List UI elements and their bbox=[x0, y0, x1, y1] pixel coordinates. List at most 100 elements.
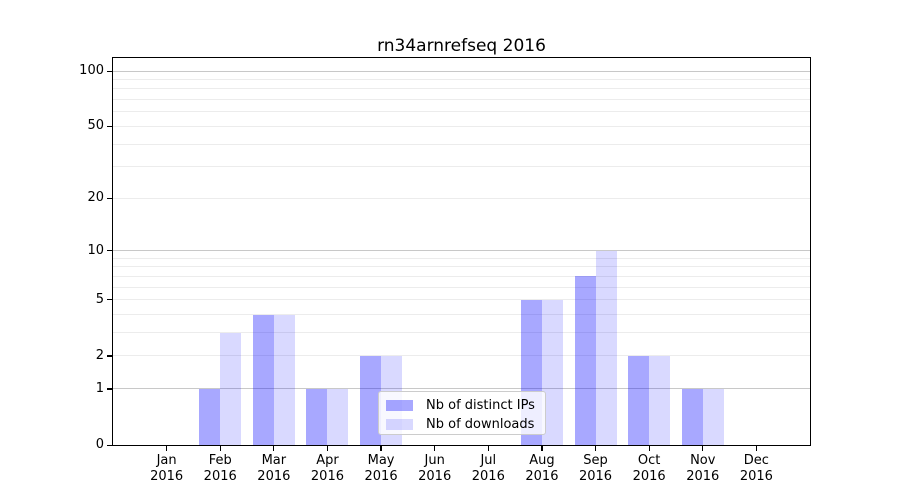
legend-swatch-distinct-ips bbox=[386, 400, 413, 411]
x-tick-year: 2016 bbox=[257, 469, 291, 484]
gridline-minor bbox=[113, 275, 810, 277]
y-tickmark bbox=[107, 444, 112, 446]
y-tickmark bbox=[107, 70, 112, 72]
x-tick-month: Jun bbox=[424, 453, 445, 468]
x-tick-year: 2016 bbox=[471, 469, 505, 484]
bar-nb-of-distinct-ips-sep bbox=[574, 276, 596, 445]
bar-nb-of-distinct-ips-may bbox=[360, 355, 382, 445]
gridline-minor bbox=[113, 111, 810, 113]
legend-label-distinct-ips: Nb of distinct IPs bbox=[426, 398, 535, 413]
x-tickmark bbox=[434, 446, 436, 451]
gridline-minor bbox=[113, 99, 810, 101]
x-tick-month: Sep bbox=[583, 453, 608, 468]
x-tickmark bbox=[702, 446, 704, 451]
gridline-minor bbox=[113, 166, 810, 168]
y-tick-label: 2 bbox=[95, 347, 104, 363]
bar-nb-of-distinct-ips-oct bbox=[628, 355, 650, 445]
x-tick-label: Dec 2016 bbox=[726, 453, 786, 485]
legend-label-downloads: Nb of downloads bbox=[426, 417, 535, 432]
x-tick-month: Oct bbox=[637, 453, 661, 468]
x-tick-year: 2016 bbox=[632, 469, 666, 484]
gridline-minor bbox=[113, 143, 810, 145]
x-tickmark bbox=[541, 446, 543, 451]
x-tick-label: Mar 2016 bbox=[244, 453, 304, 485]
x-tick-label: Oct 2016 bbox=[619, 453, 679, 485]
x-tickmark bbox=[326, 446, 329, 451]
gridline-minor bbox=[113, 299, 810, 301]
x-tick-year: 2016 bbox=[310, 469, 344, 484]
legend-swatch-downloads bbox=[386, 419, 413, 430]
x-tick-label: Apr 2016 bbox=[297, 453, 357, 485]
x-tick-month: Mar bbox=[261, 453, 287, 468]
gridline-minor bbox=[113, 355, 810, 357]
y-tick-label: 1 bbox=[95, 380, 104, 396]
bar-nb-of-downloads-mar bbox=[273, 314, 295, 445]
bar-nb-of-downloads-sep bbox=[595, 250, 617, 445]
x-tick-year: 2016 bbox=[203, 469, 237, 484]
y-tickmark bbox=[107, 250, 112, 252]
x-tick-month: Apr bbox=[316, 453, 339, 468]
gridline-minor bbox=[113, 88, 810, 90]
gridline-major bbox=[113, 388, 810, 390]
x-tickmark bbox=[594, 446, 597, 451]
gridline-minor bbox=[113, 332, 810, 334]
gridline-major bbox=[113, 250, 810, 252]
x-tick-label: Jun 2016 bbox=[405, 453, 465, 485]
y-tick-label: 10 bbox=[87, 242, 104, 258]
x-tick-year: 2016 bbox=[525, 469, 559, 484]
y-tick-label: 5 bbox=[95, 291, 104, 307]
y-tick-label: 20 bbox=[87, 190, 104, 206]
x-tick-label: May 2016 bbox=[351, 453, 411, 485]
gridline-minor bbox=[113, 125, 810, 127]
gridline-minor bbox=[113, 286, 810, 288]
x-tick-label: Aug 2016 bbox=[512, 453, 572, 485]
bar-nb-of-downloads-nov bbox=[702, 388, 724, 445]
x-tick-month: Feb bbox=[208, 453, 232, 468]
x-tick-label: Feb 2016 bbox=[190, 453, 250, 485]
y-tickmark bbox=[107, 197, 112, 199]
x-tick-year: 2016 bbox=[418, 469, 452, 484]
gridline-minor bbox=[113, 78, 810, 80]
chart-title: rn34arnrefseq 2016 bbox=[377, 36, 546, 56]
y-tickmark bbox=[107, 125, 112, 128]
x-tick-year: 2016 bbox=[686, 469, 720, 484]
x-tickmark bbox=[487, 446, 489, 451]
gridline-major bbox=[113, 70, 810, 72]
x-tick-month: Nov bbox=[690, 453, 716, 468]
x-tick-month: Dec bbox=[743, 453, 769, 468]
y-tick-label: 100 bbox=[79, 63, 104, 78]
bar-nb-of-distinct-ips-mar bbox=[252, 314, 274, 445]
x-tickmark bbox=[273, 446, 275, 451]
x-tick-year: 2016 bbox=[739, 469, 773, 484]
x-tickmark bbox=[219, 446, 221, 451]
legend: Nb of distinct IPs Nb of downloads bbox=[378, 391, 546, 435]
y-tick-label: 0 bbox=[95, 437, 104, 452]
gridline-minor bbox=[113, 314, 810, 316]
bar-nb-of-distinct-ips-apr bbox=[306, 388, 328, 445]
y-tickmark bbox=[107, 299, 112, 301]
x-tick-year: 2016 bbox=[578, 469, 613, 484]
x-tick-year: 2016 bbox=[364, 469, 398, 484]
gridline-minor bbox=[113, 197, 810, 199]
x-tick-month: May bbox=[367, 453, 395, 468]
x-tick-month: Jul bbox=[480, 453, 497, 468]
x-tick-label: Jan 2016 bbox=[137, 453, 197, 485]
x-tick-label: Nov 2016 bbox=[673, 453, 733, 485]
x-tick-month: Jan bbox=[156, 453, 177, 468]
x-tick-label: Sep 2016 bbox=[566, 453, 626, 485]
y-tickmark bbox=[107, 388, 112, 390]
legend-item-distinct-ips: Nb of distinct IPs bbox=[386, 397, 545, 414]
y-tick-label: 50 bbox=[87, 118, 104, 134]
x-tick-month: Aug bbox=[529, 453, 555, 468]
gridline-minor bbox=[113, 266, 810, 268]
x-tickmark bbox=[380, 446, 382, 451]
x-tickmark bbox=[166, 446, 168, 451]
gridline-minor bbox=[113, 257, 810, 259]
bar-nb-of-downloads-aug bbox=[541, 299, 563, 445]
bar-nb-of-distinct-ips-nov bbox=[681, 388, 703, 445]
y-tickmark bbox=[107, 355, 112, 357]
x-tick-label: Jul 2016 bbox=[458, 453, 518, 485]
bar-nb-of-distinct-ips-feb bbox=[199, 388, 221, 445]
